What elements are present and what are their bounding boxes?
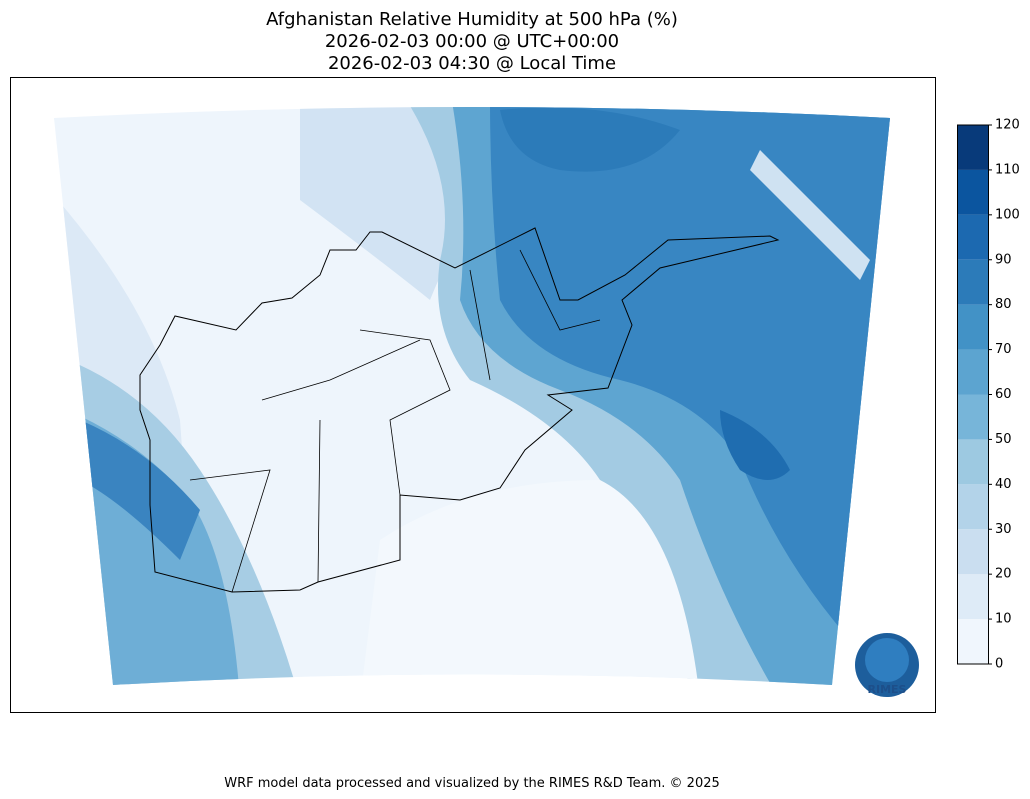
colorbar-segment [957, 349, 988, 395]
colorbar-segment [957, 394, 988, 440]
logo-text: RIMES [868, 683, 907, 696]
colorbar-tick-label: 70 [995, 342, 1012, 357]
colorbar-tick-label: 90 [995, 252, 1012, 267]
title-line: Afghanistan Relative Humidity at 500 hPa… [266, 9, 678, 30]
colorbar-segment [957, 125, 988, 170]
humidity-field [54, 107, 890, 685]
colorbar-tick-label: 80 [995, 297, 1012, 312]
colorbar-tick-label: 60 [995, 387, 1012, 402]
colorbar-tick-label: 120 [995, 118, 1020, 133]
colorbar-segment [957, 304, 988, 350]
colorbar-tick-label: 40 [995, 477, 1012, 492]
logo: RIMES [855, 633, 919, 697]
title-line: 2026-02-03 00:00 @ UTC+00:00 [325, 31, 619, 52]
footer: WRF model data processed and visualized … [224, 776, 720, 791]
colorbar-segment [957, 484, 988, 530]
province-borders [189, 249, 601, 593]
colorbar-tick-label: 50 [995, 432, 1012, 447]
colorbar-tick-label: 110 [995, 162, 1020, 177]
colorbar-segment [957, 619, 988, 664]
colorbar-tick-label: 30 [995, 522, 1012, 537]
colorbar: 0 10 20 30 40 50 60 70 80 90 100 110 120 [957, 118, 1020, 672]
colorbar-tick-label: 0 [995, 657, 1003, 672]
title-line: 2026-02-03 04:30 @ Local Time [328, 53, 616, 74]
colorbar-segment [957, 439, 988, 485]
colorbar-tick-label: 10 [995, 612, 1012, 627]
colorbar-segment [957, 529, 988, 575]
colorbar-segment [957, 574, 988, 620]
colorbar-segment [957, 214, 988, 260]
country-border [139, 227, 780, 593]
colorbar-tick-label: 100 [995, 207, 1020, 222]
colorbar-segment [957, 259, 988, 305]
colorbar-tick-label: 20 [995, 567, 1012, 582]
colorbar-segment [957, 169, 988, 215]
